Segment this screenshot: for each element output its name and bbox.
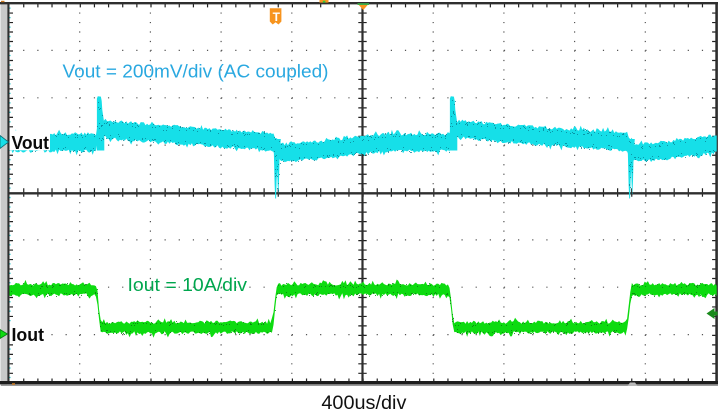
svg-text:T: T	[273, 10, 281, 24]
svg-text:Iout: Iout	[12, 325, 45, 345]
svg-text:Iout = 10A/div: Iout = 10A/div	[128, 275, 248, 295]
svg-text:400us/div: 400us/div	[321, 393, 407, 414]
svg-text:Vout = 200mV/div (AC coupled): Vout = 200mV/div (AC coupled)	[63, 61, 329, 81]
svg-text:Vout: Vout	[12, 133, 50, 153]
